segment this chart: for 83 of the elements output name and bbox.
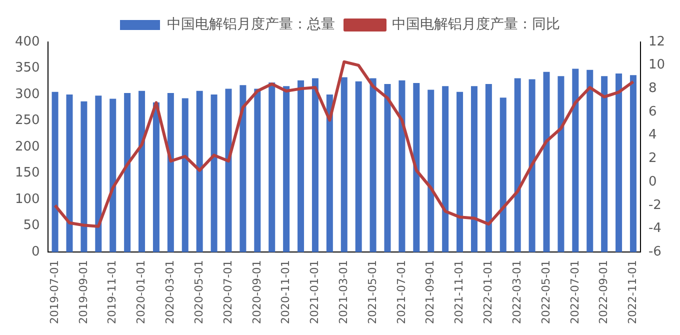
bar: [340, 77, 348, 252]
x-tick-label: 2019-09-01: [76, 260, 90, 324]
bar: [485, 84, 492, 252]
bar: [283, 86, 290, 252]
bar: [110, 98, 116, 252]
x-tick-label: 2022-07-01: [568, 260, 582, 324]
bar: [326, 94, 333, 252]
bar: [601, 76, 608, 252]
bar: [500, 98, 506, 252]
bar: [312, 78, 318, 252]
bar: [586, 70, 594, 252]
x-tick-label: 2020-09-01: [250, 260, 264, 324]
bar: [572, 68, 579, 252]
y2-tick-label: 6: [648, 104, 657, 120]
bar: [442, 86, 449, 252]
bar: [384, 84, 391, 252]
x-tick-label: 2021-01-01: [308, 260, 322, 324]
bar: [152, 102, 160, 252]
x-tick-label: 2019-07-01: [48, 260, 61, 324]
y-tick-label: 250: [14, 113, 40, 128]
bar: [124, 92, 131, 252]
bar: [182, 98, 188, 252]
x-tick-label: 2022-03-01: [510, 260, 524, 324]
bar: [95, 96, 102, 252]
x-tick-label: 2021-03-01: [336, 260, 350, 324]
y2-tick-label: 4: [648, 128, 657, 143]
x-tick-label: 2022-09-01: [597, 260, 610, 324]
bar: [268, 82, 276, 252]
y2-tick-label: -4: [648, 221, 662, 236]
x-tick-label: 2022-11-01: [626, 260, 640, 324]
y-tick-label: 300: [14, 86, 40, 102]
x-tick-label: 2022-05-01: [539, 260, 552, 324]
y-tick-label: 400: [14, 34, 40, 50]
bar: [413, 82, 420, 252]
bar: [210, 94, 218, 252]
bar: [298, 80, 304, 252]
x-tick-label: 2021-11-01: [452, 260, 466, 324]
bar: [558, 76, 564, 252]
x-tick-label: 2020-01-01: [134, 260, 148, 324]
x-tick-label: 2020-03-01: [164, 260, 177, 324]
y2-tick-label: -6: [648, 244, 662, 260]
x-tick-label: 2020-05-01: [192, 260, 206, 324]
bar: [225, 88, 232, 252]
bar: [240, 85, 246, 252]
x-tick-label: 2021-05-01: [366, 260, 379, 324]
legend-label: 中国电解铝月度产量：同比: [392, 16, 560, 33]
bar: [428, 90, 434, 252]
y-tick-label: 100: [14, 192, 40, 207]
y2-tick-label: 2: [648, 151, 657, 166]
bar: [138, 90, 146, 252]
bar: [630, 75, 636, 252]
x-tick-label: 2020-11-01: [279, 260, 292, 324]
bar: [456, 92, 464, 252]
y2-tick-label: -2: [648, 198, 662, 213]
y-tick-label: 200: [14, 139, 40, 154]
x-tick-label: 2021-09-01: [424, 260, 437, 324]
bar: [398, 80, 406, 252]
bar: [196, 90, 203, 252]
bar: [167, 92, 174, 252]
bar: [543, 72, 550, 252]
bar: [355, 81, 362, 252]
bar: [52, 92, 58, 252]
bar: [616, 74, 622, 252]
y-tick-label: 50: [23, 218, 40, 234]
x-tick-label: 2021-07-01: [394, 260, 408, 324]
bar: [528, 79, 536, 252]
bar: [254, 88, 261, 252]
y-tick-label: 350: [14, 60, 40, 76]
y-tick-label: 150: [14, 166, 40, 181]
bar: [80, 101, 88, 252]
x-tick-label: 2022-01-01: [482, 260, 495, 324]
bar: [66, 94, 73, 252]
x-tick-label: 2020-07-01: [221, 260, 234, 324]
y2-tick-label: 10: [648, 58, 666, 73]
y-tick-label: 0: [32, 244, 40, 260]
bar: [514, 78, 521, 252]
bar: [470, 86, 478, 252]
y2-tick-label: 12: [648, 34, 666, 50]
y2-tick-label: 0: [648, 174, 657, 190]
x-tick-label: 2019-11-01: [106, 260, 119, 324]
y2-tick-label: 8: [648, 81, 657, 96]
legend-label: 中国电解铝月度产量：总量: [167, 16, 335, 33]
bar: [370, 78, 376, 252]
